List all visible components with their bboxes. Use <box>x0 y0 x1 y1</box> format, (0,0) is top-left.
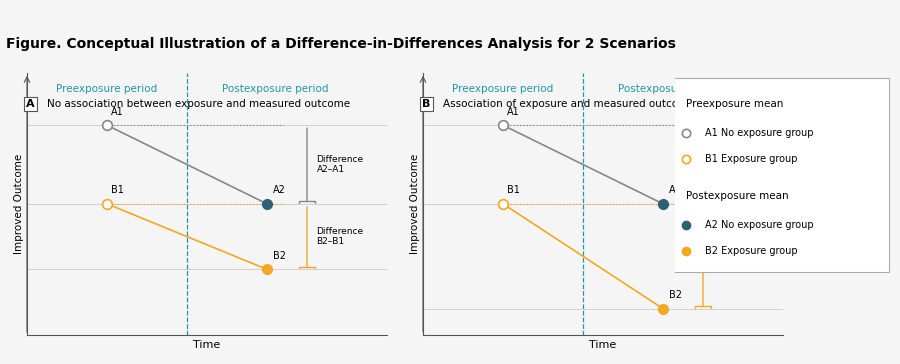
Text: B2: B2 <box>274 251 286 261</box>
Text: A1 No exposure group: A1 No exposure group <box>706 128 814 138</box>
Text: Difference
A2–A1: Difference A2–A1 <box>713 155 760 174</box>
Text: A2: A2 <box>670 185 682 195</box>
Text: B1: B1 <box>111 185 124 195</box>
Text: A1: A1 <box>507 107 520 117</box>
Text: B1 Exposure group: B1 Exposure group <box>706 154 797 164</box>
X-axis label: Time: Time <box>590 340 616 351</box>
Text: No association between exposure and measured outcome: No association between exposure and meas… <box>47 99 350 109</box>
Text: B1: B1 <box>507 185 520 195</box>
Text: Postexposure mean: Postexposure mean <box>686 191 788 201</box>
FancyBboxPatch shape <box>673 78 889 272</box>
Text: Association of exposure and measured outcome: Association of exposure and measured out… <box>443 99 695 109</box>
Text: Postexposure period: Postexposure period <box>221 83 328 94</box>
Text: Figure. Conceptual Illustration of a Difference-in-Differences Analysis for 2 Sc: Figure. Conceptual Illustration of a Dif… <box>6 37 677 51</box>
Text: Difference
A2–A1: Difference A2–A1 <box>317 155 364 174</box>
Text: Postexposure period: Postexposure period <box>617 83 725 94</box>
Text: B2 Exposure group: B2 Exposure group <box>706 246 798 256</box>
Text: B2: B2 <box>670 290 682 300</box>
Y-axis label: Improved Outcome: Improved Outcome <box>14 154 24 254</box>
Text: A: A <box>26 99 34 109</box>
Y-axis label: Improved Outcome: Improved Outcome <box>410 154 420 254</box>
Text: Preexposure period: Preexposure period <box>57 83 158 94</box>
Text: Difference
B2–B1: Difference B2–B1 <box>317 227 364 246</box>
Text: A2: A2 <box>274 185 286 195</box>
Text: Preexposure mean: Preexposure mean <box>686 99 783 109</box>
Text: Difference
B2–B1: Difference B2–B1 <box>713 246 760 266</box>
Text: B: B <box>422 99 430 109</box>
X-axis label: Time: Time <box>194 340 220 351</box>
Text: A2 No exposure group: A2 No exposure group <box>706 220 814 230</box>
Text: A1: A1 <box>111 107 124 117</box>
Text: Preexposure period: Preexposure period <box>453 83 554 94</box>
